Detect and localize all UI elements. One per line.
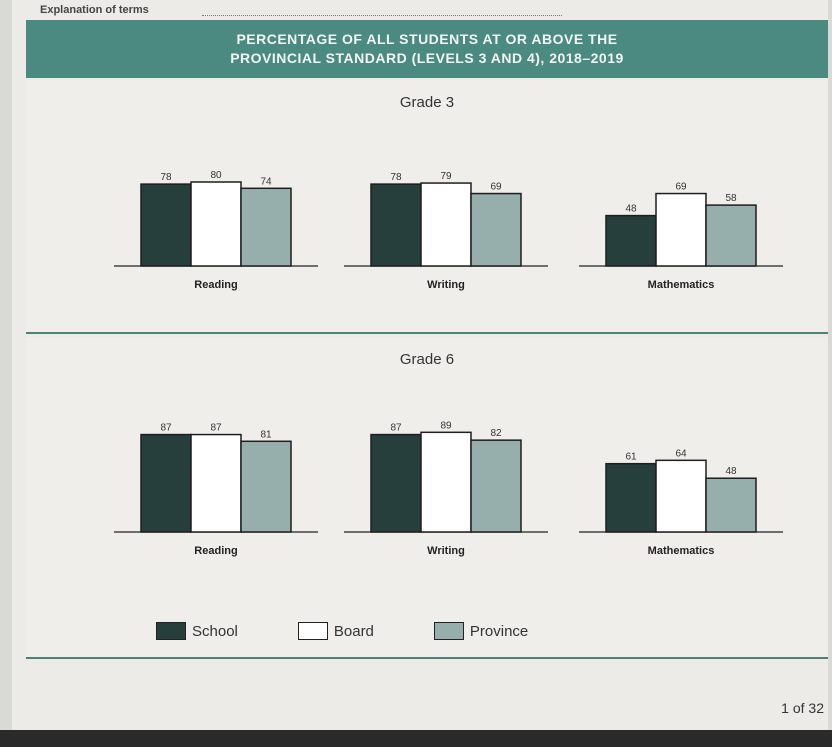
category-label-mathematics: Mathematics xyxy=(648,545,715,557)
legend-item-school: School xyxy=(156,622,238,640)
value-label-school-reading: 87 xyxy=(160,423,172,434)
legend-label-board: Board xyxy=(334,623,374,640)
bar-board-writing xyxy=(421,183,471,266)
legend-item-province: Province xyxy=(434,622,528,640)
explanation-rule xyxy=(202,15,562,16)
footer-band xyxy=(26,660,828,728)
bar-province-mathematics xyxy=(706,205,756,266)
value-label-board-writing: 89 xyxy=(440,420,452,431)
grade6-panel: Grade 6 87 87 81 Reading 87 89 82 Writing 61 64 48… xyxy=(26,337,828,659)
category-label-writing: Writing xyxy=(427,545,465,557)
value-label-board-mathematics: 64 xyxy=(675,448,687,459)
banner-title-line2: PROVINCIAL STANDARD (LEVELS 3 AND 4), 20… xyxy=(230,49,624,68)
value-label-school-writing: 78 xyxy=(390,172,402,183)
grade3-chart: 78 80 74 Reading 78 79 69 Writing 48 69 58 Mathemat… xyxy=(26,80,828,332)
bar-board-reading xyxy=(191,435,241,532)
bar-province-writing xyxy=(471,440,521,532)
bar-school-writing xyxy=(371,184,421,266)
explanation-label: Explanation of terms xyxy=(40,4,149,16)
chart-legend: School Board Province xyxy=(156,622,528,640)
category-label-reading: Reading xyxy=(194,279,237,291)
legend-swatch-province xyxy=(434,622,464,640)
bar-school-mathematics xyxy=(606,216,656,266)
bar-school-reading xyxy=(141,435,191,532)
value-label-board-reading: 80 xyxy=(210,170,222,181)
category-label-reading: Reading xyxy=(194,545,237,557)
legend-label-school: School xyxy=(192,623,238,640)
banner-title-line1: PERCENTAGE OF ALL STUDENTS AT OR ABOVE T… xyxy=(236,30,617,49)
report-banner: PERCENTAGE OF ALL STUDENTS AT OR ABOVE T… xyxy=(26,20,828,78)
bar-school-writing xyxy=(371,435,421,532)
bottom-strip xyxy=(0,730,832,747)
grade3-panel: Grade 3 78 80 74 Reading 78 79 69 Writing 48 69 58… xyxy=(26,80,828,334)
value-label-school-writing: 87 xyxy=(390,423,402,434)
value-label-province-mathematics: 48 xyxy=(725,466,737,477)
value-label-school-mathematics: 61 xyxy=(625,452,637,463)
legend-label-province: Province xyxy=(470,623,528,640)
value-label-province-reading: 81 xyxy=(260,429,272,440)
value-label-school-reading: 78 xyxy=(160,172,172,183)
value-label-province-reading: 74 xyxy=(260,176,272,187)
bar-board-mathematics xyxy=(656,194,706,266)
bar-province-reading xyxy=(241,441,291,532)
legend-swatch-board xyxy=(298,622,328,640)
legend-item-board: Board xyxy=(298,622,374,640)
report-sheet: Explanation of terms PERCENTAGE OF ALL S… xyxy=(12,0,828,742)
value-label-province-writing: 69 xyxy=(490,182,502,193)
bar-school-reading xyxy=(141,184,191,266)
legend-swatch-school xyxy=(156,622,186,640)
grade6-chart: 87 87 81 Reading 87 89 82 Writing 61 64 48 Mathemat… xyxy=(26,337,828,657)
value-label-province-mathematics: 58 xyxy=(725,193,737,204)
value-label-board-mathematics: 69 xyxy=(675,182,687,193)
bar-board-mathematics xyxy=(656,460,706,532)
bar-province-writing xyxy=(471,194,521,266)
bar-board-writing xyxy=(421,432,471,532)
category-label-mathematics: Mathematics xyxy=(648,279,715,291)
value-label-board-reading: 87 xyxy=(210,423,222,434)
page-number: 1 of 32 xyxy=(781,700,824,716)
bar-province-reading xyxy=(241,188,291,266)
category-label-writing: Writing xyxy=(427,279,465,291)
value-label-school-mathematics: 48 xyxy=(625,204,637,215)
bar-province-mathematics xyxy=(706,478,756,532)
bar-board-reading xyxy=(191,182,241,266)
value-label-province-writing: 82 xyxy=(490,428,502,439)
value-label-board-writing: 79 xyxy=(440,171,452,182)
bar-school-mathematics xyxy=(606,464,656,532)
